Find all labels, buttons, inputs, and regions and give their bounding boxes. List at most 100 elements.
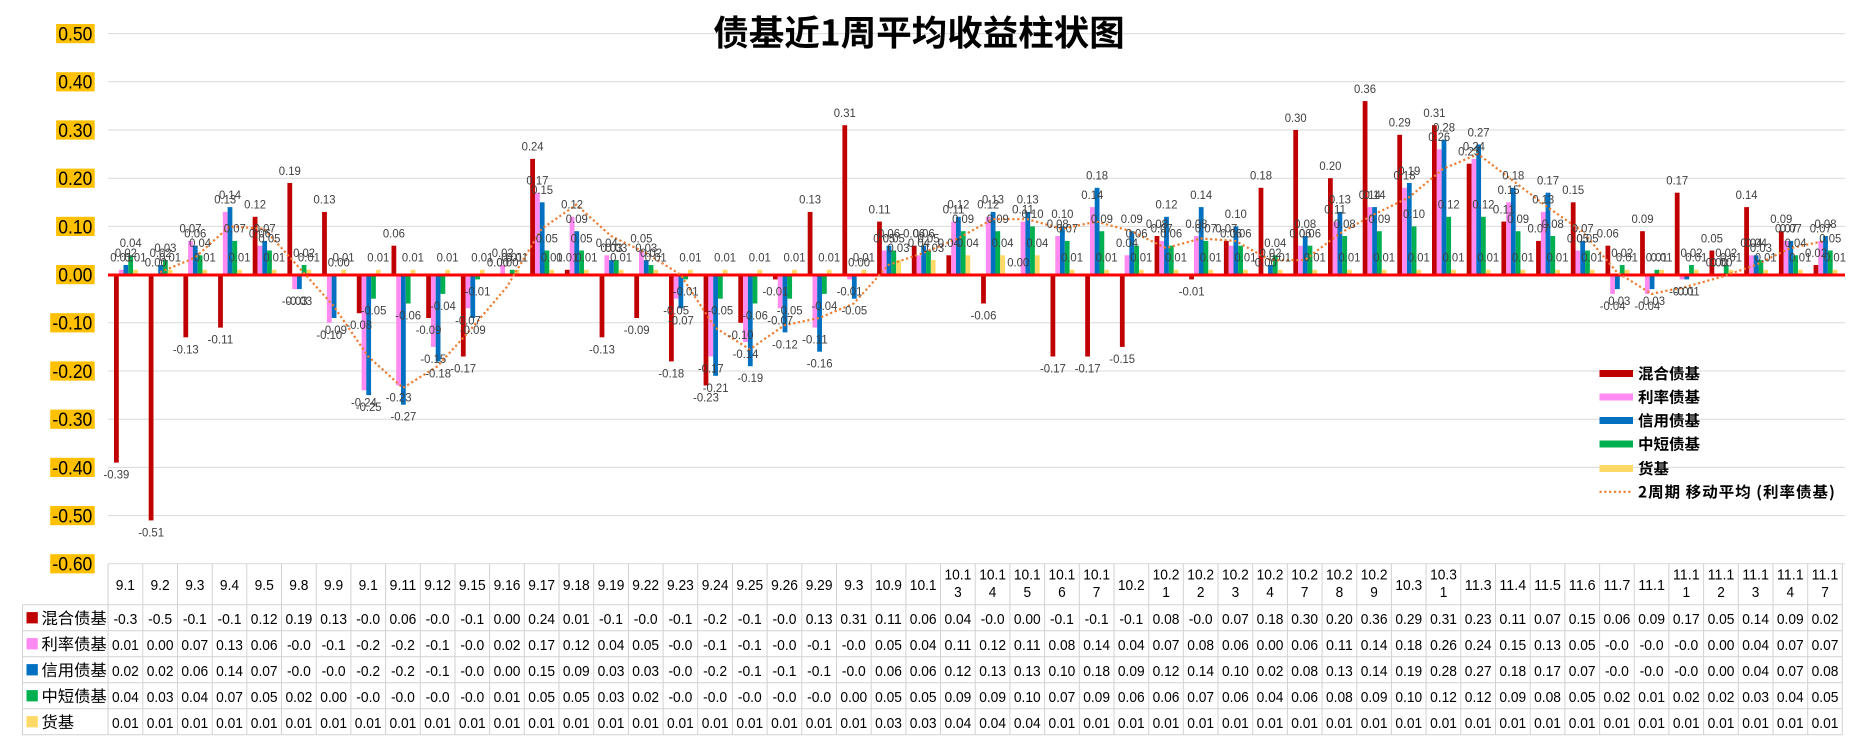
svg-text:0.04: 0.04	[1777, 689, 1804, 706]
svg-text:-0.12: -0.12	[772, 337, 798, 351]
svg-text:10.2: 10.2	[1187, 566, 1214, 583]
svg-text:0.06: 0.06	[1222, 637, 1249, 654]
svg-text:10.2: 10.2	[1118, 577, 1145, 594]
svg-text:0.10: 0.10	[1014, 689, 1041, 706]
svg-text:-0.1: -0.1	[738, 611, 762, 628]
svg-text:0.04: 0.04	[938, 236, 960, 250]
svg-text:0.01: 0.01	[806, 715, 833, 732]
svg-text:0.03: 0.03	[601, 241, 623, 255]
svg-text:0.20: 0.20	[58, 169, 92, 190]
svg-text:0.01: 0.01	[1534, 715, 1561, 732]
svg-text:0.14: 0.14	[216, 663, 243, 680]
svg-text:-0.0: -0.0	[668, 689, 692, 706]
svg-text:0.06: 0.06	[1291, 637, 1318, 654]
svg-text:6: 6	[1058, 584, 1066, 601]
svg-text:10.2: 10.2	[1257, 566, 1284, 583]
svg-text:0.01: 0.01	[110, 251, 132, 265]
svg-text:9.11: 9.11	[390, 577, 417, 594]
svg-text:0.01: 0.01	[1361, 715, 1388, 732]
svg-text:-0.0: -0.0	[773, 689, 797, 706]
svg-text:0.01: 0.01	[1569, 715, 1596, 732]
svg-text:-0.1: -0.1	[1119, 611, 1143, 628]
svg-text:-0.01: -0.01	[1179, 284, 1205, 298]
svg-text:0.06: 0.06	[383, 227, 405, 241]
svg-text:-0.24: -0.24	[351, 395, 377, 409]
svg-text:-0.1: -0.1	[738, 637, 762, 654]
svg-text:0.01: 0.01	[1512, 251, 1534, 265]
svg-text:1: 1	[1162, 584, 1170, 601]
svg-text:0.01: 0.01	[575, 251, 597, 265]
svg-text:0.30: 0.30	[1291, 611, 1318, 628]
svg-text:0.02: 0.02	[640, 246, 662, 260]
svg-text:10.1: 10.1	[979, 566, 1006, 583]
svg-text:0.08: 0.08	[1534, 689, 1561, 706]
svg-text:0.07: 0.07	[1151, 222, 1173, 236]
svg-text:0.05: 0.05	[571, 231, 593, 245]
svg-text:0.01: 0.01	[1581, 251, 1603, 265]
svg-text:-0.0: -0.0	[1605, 663, 1629, 680]
svg-text:0.06: 0.06	[903, 227, 925, 241]
svg-text:0.13: 0.13	[214, 193, 236, 207]
svg-text:0.04: 0.04	[181, 689, 208, 706]
svg-text:0.01: 0.01	[1646, 251, 1668, 265]
svg-text:11.1: 11.1	[1742, 566, 1769, 583]
svg-text:0.08: 0.08	[1334, 217, 1356, 231]
svg-text:0.30: 0.30	[1285, 111, 1307, 125]
svg-text:11.1: 11.1	[1708, 566, 1735, 583]
svg-text:0.01: 0.01	[112, 637, 139, 654]
svg-text:10.1: 10.1	[945, 566, 972, 583]
svg-text:0.07: 0.07	[1222, 611, 1249, 628]
svg-text:9.1: 9.1	[359, 577, 378, 594]
svg-text:11.6: 11.6	[1569, 577, 1596, 594]
svg-text:0.05: 0.05	[873, 231, 895, 245]
svg-text:0.01: 0.01	[1304, 251, 1326, 265]
svg-text:11.1: 11.1	[1812, 566, 1839, 583]
svg-text:0.04: 0.04	[1026, 236, 1048, 250]
svg-text:7: 7	[1821, 584, 1829, 601]
svg-text:0.12: 0.12	[1153, 663, 1180, 680]
svg-text:0.12: 0.12	[1430, 689, 1457, 706]
svg-text:-0.2: -0.2	[703, 611, 727, 628]
svg-text:10.2: 10.2	[1361, 566, 1388, 583]
svg-text:0.01: 0.01	[1742, 715, 1769, 732]
svg-text:0.01: 0.01	[194, 251, 216, 265]
svg-text:0.06: 0.06	[1597, 227, 1619, 241]
svg-text:0.24: 0.24	[1465, 637, 1492, 654]
svg-text:0.04: 0.04	[120, 236, 142, 250]
svg-text:0.09: 0.09	[1118, 663, 1145, 680]
svg-text:0.01: 0.01	[1789, 251, 1811, 265]
svg-text:0.01: 0.01	[736, 715, 763, 732]
svg-text:-0.0: -0.0	[460, 663, 484, 680]
svg-text:9.5: 9.5	[255, 577, 274, 594]
svg-text:-0.0: -0.0	[1640, 637, 1664, 654]
svg-text:0.01: 0.01	[784, 251, 806, 265]
svg-text:0.23: 0.23	[1458, 145, 1480, 159]
svg-text:0.10: 0.10	[1225, 207, 1247, 221]
svg-text:0.01: 0.01	[1096, 251, 1118, 265]
svg-text:0.19: 0.19	[279, 164, 301, 178]
svg-text:9.16: 9.16	[494, 577, 521, 594]
svg-text:0.01: 0.01	[1338, 251, 1360, 265]
svg-text:11.7: 11.7	[1604, 577, 1631, 594]
svg-text:0.01: 0.01	[494, 715, 521, 732]
svg-text:0.10: 0.10	[1403, 207, 1425, 221]
svg-text:0.01: 0.01	[1257, 715, 1284, 732]
svg-text:0.26: 0.26	[1430, 637, 1457, 654]
svg-text:0.07: 0.07	[180, 222, 202, 236]
svg-text:0.08: 0.08	[1187, 637, 1214, 654]
svg-text:10.1: 10.1	[910, 577, 937, 594]
svg-text:0.01: 0.01	[598, 715, 625, 732]
svg-text:0.01: 0.01	[1720, 251, 1742, 265]
svg-text:0.02: 0.02	[286, 689, 313, 706]
svg-text:0.18: 0.18	[1083, 663, 1110, 680]
svg-text:0.01: 0.01	[1430, 715, 1457, 732]
svg-text:0.09: 0.09	[563, 663, 590, 680]
svg-text:0.18: 0.18	[1257, 611, 1284, 628]
svg-text:-0.1: -0.1	[322, 637, 346, 654]
svg-text:0.06: 0.06	[181, 663, 208, 680]
svg-text:0.01: 0.01	[147, 715, 174, 732]
svg-text:-0.0: -0.0	[322, 663, 346, 680]
svg-text:0.11: 0.11	[1493, 202, 1515, 216]
svg-text:0.00: 0.00	[1708, 637, 1735, 654]
svg-text:-0.07: -0.07	[767, 313, 793, 327]
